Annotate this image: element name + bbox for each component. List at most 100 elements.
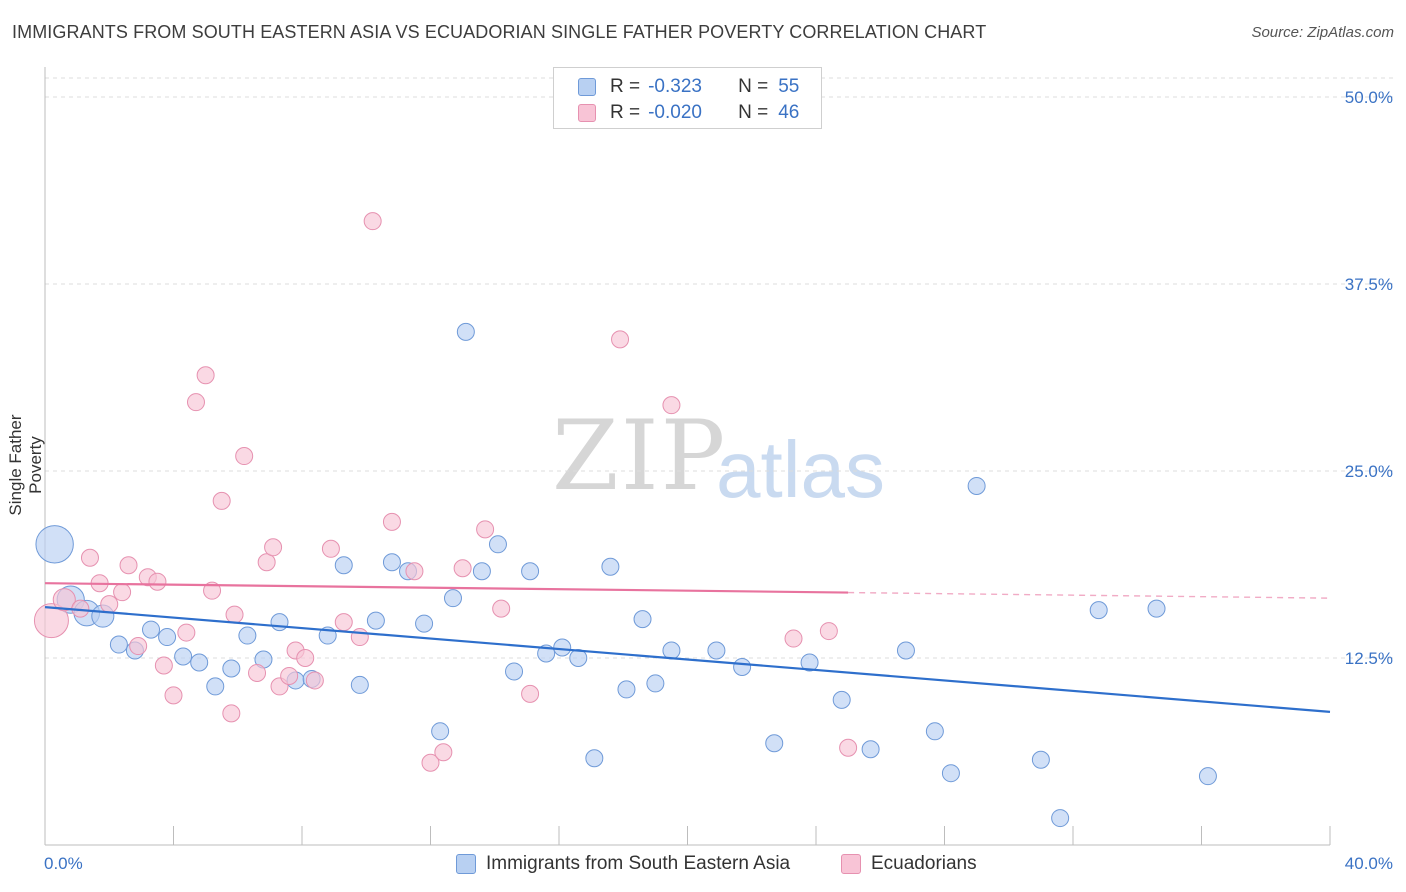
data-point-pink: [113, 583, 132, 602]
data-point-pink: [280, 666, 299, 685]
legend-swatch-blue: [578, 78, 596, 96]
x-tick-label: 40.0%: [1345, 854, 1393, 873]
data-point-blue: [585, 749, 604, 768]
trend-line-blue: [44, 606, 1331, 713]
data-point-pink: [248, 663, 267, 682]
data-point-pink: [453, 559, 472, 578]
bottom-legend-swatch-blue: [456, 854, 476, 874]
data-point-pink: [257, 553, 276, 572]
data-point-pink: [177, 623, 196, 642]
data-point-blue: [765, 734, 784, 753]
data-point-blue: [617, 680, 636, 699]
data-point-pink: [235, 447, 254, 466]
y-tick-label: 25.0%: [1345, 462, 1393, 481]
trend-line-pink: [44, 582, 849, 594]
data-point-blue: [270, 613, 289, 632]
data-point-blue: [1147, 599, 1166, 618]
data-point-pink: [476, 520, 495, 539]
data-point-blue: [553, 638, 572, 657]
legend-n-value: 46: [778, 102, 800, 123]
data-point-blue: [238, 626, 257, 645]
data-point-pink: [421, 753, 440, 772]
y-tick-label: 37.5%: [1345, 275, 1393, 294]
data-point-blue: [633, 610, 652, 629]
data-point-pink: [296, 649, 315, 667]
data-point-pink: [100, 595, 119, 614]
legend-r-label: R =: [610, 102, 641, 123]
data-point-pink: [334, 613, 353, 632]
data-point-blue: [350, 675, 369, 694]
data-point-pink: [363, 212, 382, 231]
watermark-zip: ZIP: [552, 400, 728, 512]
data-point-blue: [190, 653, 209, 672]
legend-r-value: -0.323: [648, 76, 702, 97]
data-point-blue: [1089, 601, 1108, 620]
data-point-blue: [832, 690, 851, 709]
y-tick-label: 12.5%: [1345, 649, 1393, 668]
correlation-legend: R = -0.323 N = 55 R = -0.020 N = 46: [553, 67, 822, 129]
data-point-blue: [601, 557, 620, 576]
data-point-blue: [472, 562, 491, 581]
data-point-pink: [382, 512, 401, 531]
data-point-blue: [431, 722, 450, 741]
bottom-legend-label-pink: Ecuadorians: [871, 853, 977, 874]
data-point-pink: [434, 743, 453, 762]
data-point-pink: [521, 684, 540, 703]
data-point-blue: [1031, 750, 1050, 769]
data-point-blue: [733, 657, 752, 676]
legend-row-blue: R = -0.323 N = 55: [578, 75, 799, 99]
watermark-atlas: atlas: [716, 425, 885, 514]
data-point-blue: [222, 659, 241, 678]
data-point-blue: [896, 641, 915, 660]
y-axis-label: Single Father Poverty: [6, 414, 45, 516]
legend-n-label: N =: [738, 102, 769, 123]
data-point-blue: [366, 611, 385, 630]
y-tick-label: 50.0%: [1345, 88, 1393, 107]
data-point-blue: [109, 635, 128, 654]
data-point-pink: [164, 686, 183, 705]
data-point-pink: [186, 393, 205, 412]
chart-title: IMMIGRANTS FROM SOUTH EASTERN ASIA VS EC…: [12, 22, 987, 42]
legend-r-value: -0.020: [648, 102, 702, 123]
data-point-pink: [225, 605, 244, 624]
data-point-blue: [35, 525, 74, 564]
data-point-pink: [264, 538, 283, 557]
data-point-blue: [1198, 767, 1217, 786]
bottom-legend-series1: Immigrants from South Eastern Asia: [456, 851, 790, 877]
data-point-pink: [321, 539, 340, 558]
data-point-pink: [305, 671, 324, 690]
data-point-blue: [415, 614, 434, 633]
data-point-pink: [662, 396, 681, 415]
data-point-pink: [784, 629, 803, 648]
data-point-pink: [350, 628, 369, 647]
data-point-pink: [611, 330, 630, 349]
data-point-blue: [967, 476, 986, 495]
data-point-blue: [488, 535, 507, 554]
data-point-pink: [119, 556, 138, 575]
data-point-blue: [174, 647, 193, 666]
data-point-blue: [707, 641, 726, 660]
data-point-pink: [203, 581, 222, 600]
legend-row-pink: R = -0.020 N = 46: [578, 101, 799, 125]
data-point-blue: [456, 322, 475, 341]
data-point-blue: [505, 662, 524, 681]
data-point-pink: [154, 656, 173, 675]
data-point-blue: [142, 620, 161, 639]
data-point-blue: [662, 641, 681, 660]
data-point-blue: [521, 562, 540, 581]
bottom-legend-series2: Ecuadorians: [841, 851, 977, 877]
data-point-pink: [33, 603, 69, 639]
data-point-pink: [839, 738, 858, 757]
data-point-blue: [443, 589, 462, 608]
data-point-blue: [861, 740, 880, 759]
data-point-pink: [52, 588, 76, 612]
data-point-blue: [800, 653, 819, 672]
legend-r-label: R =: [610, 76, 641, 97]
trend-line-pink-dashed: [848, 591, 1331, 599]
data-point-pink: [196, 366, 215, 385]
data-point-pink: [80, 548, 99, 567]
data-point-pink: [148, 572, 167, 591]
source-label: Source: ZipAtlas.com: [1251, 24, 1394, 41]
data-point-blue: [206, 677, 225, 696]
